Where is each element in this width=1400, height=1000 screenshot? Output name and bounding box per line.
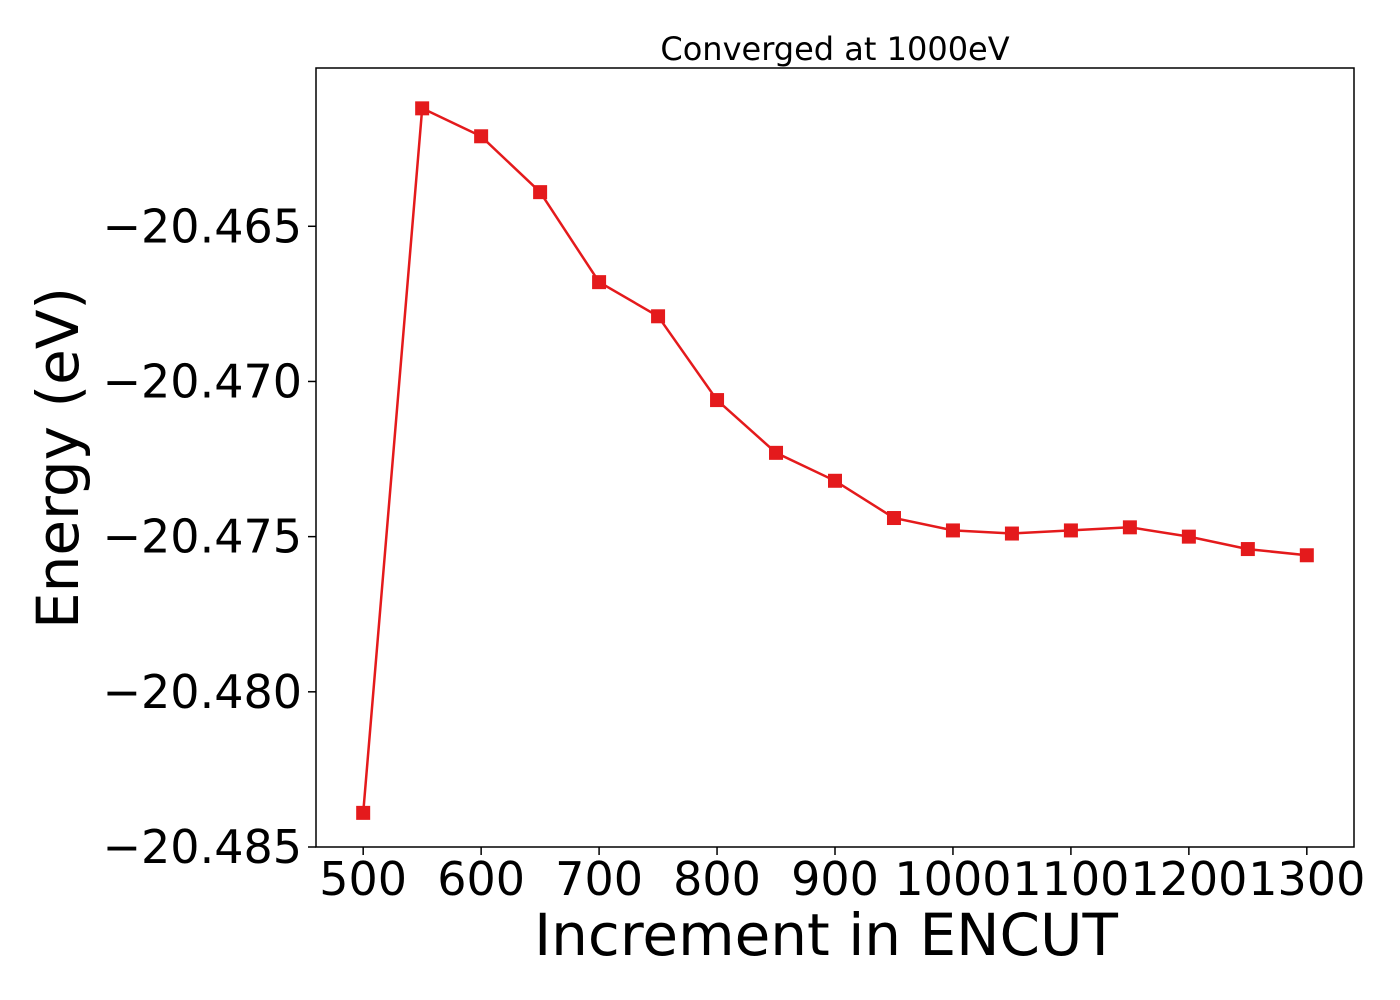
data-point — [710, 393, 725, 408]
data-point — [1240, 542, 1255, 557]
y-tick-label: −20.475 — [103, 510, 303, 564]
data-point — [474, 129, 489, 144]
x-tick-label: 800 — [673, 852, 761, 906]
y-tick-label: −20.465 — [103, 199, 303, 253]
data-point — [1063, 523, 1078, 538]
x-tick-label: 500 — [319, 852, 407, 906]
x-tick-label: 1100 — [1012, 852, 1129, 906]
data-point — [533, 185, 548, 200]
data-point — [1181, 529, 1196, 544]
chart-title: Converged at 1000eV — [660, 30, 1009, 68]
data-point — [592, 275, 607, 290]
x-tick-label: 700 — [555, 852, 643, 906]
y-axis-title: Energy (eV) — [24, 287, 92, 629]
y-tick-label: −20.480 — [103, 665, 303, 719]
x-tick-label: 1000 — [894, 852, 1011, 906]
data-point — [1004, 526, 1019, 541]
x-axis-title: Increment in ENCUT — [534, 901, 1118, 969]
data-point — [1299, 548, 1314, 563]
data-point — [1122, 520, 1137, 535]
y-axis-ticks: −20.465 −20.470 −20.475 −20.480 −20.485 — [103, 199, 316, 874]
series-layer — [356, 101, 1314, 820]
data-point — [769, 445, 784, 460]
data-point — [651, 309, 666, 324]
y-tick-label: −20.470 — [103, 354, 303, 408]
data-point — [945, 523, 960, 538]
y-tick-label: −20.485 — [103, 820, 303, 874]
x-tick-label: 1300 — [1248, 852, 1365, 906]
data-point — [828, 473, 842, 488]
data-point — [356, 805, 371, 820]
data-point — [415, 101, 430, 116]
x-axis-ticks: 500 600 700 800 900 1000 1100 1200 1300 — [319, 847, 1365, 906]
x-tick-label: 600 — [437, 852, 525, 906]
data-point — [886, 511, 901, 526]
plot-frame — [315, 67, 1355, 848]
series-line — [361, 106, 1307, 814]
x-tick-label: 900 — [791, 852, 879, 906]
x-tick-label: 1200 — [1130, 852, 1247, 906]
